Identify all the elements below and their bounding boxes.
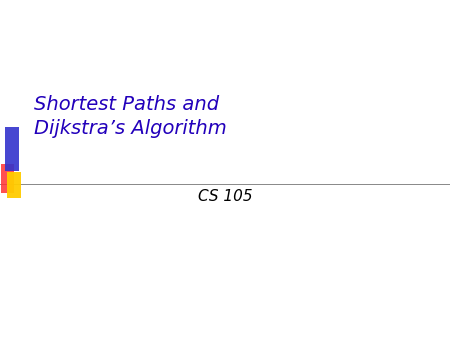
Text: Shortest Paths and
Dijkstra’s Algorithm: Shortest Paths and Dijkstra’s Algorithm xyxy=(34,95,226,138)
Bar xyxy=(5,127,19,171)
Bar xyxy=(7,172,21,198)
Bar xyxy=(1,164,14,193)
Text: CS 105: CS 105 xyxy=(198,189,252,204)
